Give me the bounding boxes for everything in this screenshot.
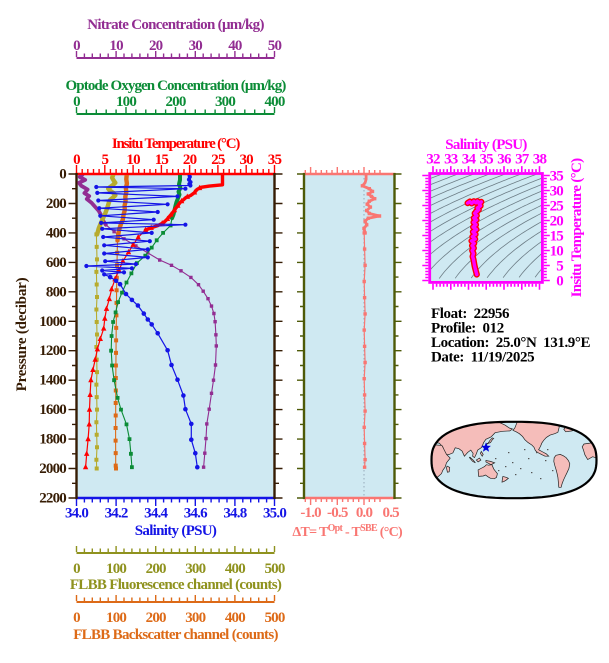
svg-text:33: 33: [444, 152, 458, 168]
svg-text:400: 400: [46, 225, 66, 241]
svg-text:100: 100: [106, 561, 126, 577]
svg-text:1400: 1400: [39, 373, 66, 389]
svg-text:30: 30: [550, 184, 564, 200]
svg-text:20: 20: [149, 38, 163, 54]
svg-text:300: 300: [215, 94, 235, 110]
svg-text:Nitrate Concentration (μm/kg): Nitrate Concentration (μm/kg): [87, 17, 264, 33]
svg-text:400: 400: [225, 561, 245, 577]
svg-text:Salinity (PSU): Salinity (PSU): [135, 523, 217, 539]
svg-text:0: 0: [73, 38, 80, 54]
svg-text:5: 5: [556, 259, 563, 275]
svg-text:0: 0: [73, 610, 80, 626]
svg-text:200: 200: [46, 196, 66, 212]
svg-text:2200: 2200: [39, 491, 66, 507]
svg-text:Profile: 012: Profile: 012: [431, 321, 504, 337]
svg-text:100: 100: [116, 94, 136, 110]
svg-text:FLBB Backscatter channel (coun: FLBB Backscatter channel (counts): [73, 627, 278, 643]
svg-text:Insitu Temperature (°C): Insitu Temperature (°C): [569, 158, 585, 297]
svg-text:300: 300: [185, 561, 205, 577]
svg-text:34.8: 34.8: [223, 506, 246, 522]
svg-text:40: 40: [228, 38, 242, 54]
svg-text:25: 25: [211, 152, 225, 168]
svg-text:35: 35: [268, 152, 282, 168]
svg-text:0: 0: [73, 561, 80, 577]
svg-text:Location: 25.0°N 131.9°E: Location: 25.0°N 131.9°E: [431, 335, 590, 351]
svg-text:400: 400: [225, 610, 245, 626]
svg-text:Pressure (decibar): Pressure (decibar): [14, 277, 30, 391]
svg-text:-0.5: -0.5: [327, 505, 348, 521]
svg-text:34.6: 34.6: [184, 506, 208, 522]
svg-text:0.0: 0.0: [356, 505, 373, 521]
svg-text:35: 35: [550, 169, 564, 185]
svg-text:30: 30: [189, 38, 203, 54]
svg-text:FLBB Fluorescence channel (cou: FLBB Fluorescence channel (counts): [70, 577, 282, 593]
svg-text:300: 300: [185, 610, 205, 626]
svg-text:1600: 1600: [39, 402, 66, 418]
svg-text:1800: 1800: [39, 432, 66, 448]
svg-text:Optode Oxygen Concentration (μ: Optode Oxygen Concentration (μm/kg): [66, 78, 287, 94]
svg-text:30: 30: [239, 152, 253, 168]
svg-text:ΔT= TOpt - TSBE (°C): ΔT= TOpt - TSBE (°C): [292, 523, 403, 540]
svg-text:500: 500: [264, 610, 284, 626]
svg-text:20: 20: [550, 214, 564, 230]
svg-text:10: 10: [126, 152, 140, 168]
svg-text:Float: 22956: Float: 22956: [431, 306, 510, 322]
svg-text:25: 25: [550, 199, 564, 215]
svg-text:10: 10: [109, 38, 123, 54]
svg-text:200: 200: [165, 94, 185, 110]
svg-text:32: 32: [426, 152, 440, 168]
svg-text:34: 34: [462, 152, 477, 168]
svg-text:10: 10: [550, 244, 564, 260]
svg-text:0.5: 0.5: [383, 505, 400, 521]
svg-text:600: 600: [46, 255, 66, 271]
svg-text:200: 200: [146, 610, 166, 626]
svg-text:2000: 2000: [39, 461, 66, 477]
svg-text:15: 15: [155, 152, 169, 168]
svg-text:800: 800: [46, 284, 66, 300]
svg-text:20: 20: [183, 152, 197, 168]
svg-text:1200: 1200: [39, 343, 66, 359]
svg-text:50: 50: [268, 38, 282, 54]
svg-text:1000: 1000: [39, 314, 66, 330]
svg-text:34.2: 34.2: [105, 506, 128, 522]
svg-text:37: 37: [515, 152, 530, 168]
svg-text:35.0: 35.0: [263, 506, 286, 522]
svg-text:15: 15: [550, 229, 564, 245]
svg-text:0: 0: [556, 274, 563, 290]
svg-text:0: 0: [59, 167, 66, 183]
svg-text:34.4: 34.4: [144, 506, 168, 522]
svg-text:36: 36: [497, 152, 512, 168]
svg-text:Insitu Temperature (°C): Insitu Temperature (°C): [112, 136, 240, 152]
svg-text:100: 100: [106, 610, 126, 626]
svg-text:400: 400: [264, 94, 284, 110]
svg-text:0: 0: [73, 152, 80, 168]
svg-text:5: 5: [101, 152, 108, 168]
svg-text:0: 0: [73, 94, 80, 110]
svg-text:Salinity (PSU): Salinity (PSU): [445, 137, 527, 153]
svg-text:200: 200: [146, 561, 166, 577]
svg-text:500: 500: [264, 561, 284, 577]
svg-text:38: 38: [533, 152, 547, 168]
svg-text:Date: 11/19/2025: Date: 11/19/2025: [431, 350, 534, 366]
svg-text:-1.0: -1.0: [300, 505, 321, 521]
svg-text:34.0: 34.0: [65, 506, 88, 522]
svg-text:35: 35: [479, 152, 493, 168]
